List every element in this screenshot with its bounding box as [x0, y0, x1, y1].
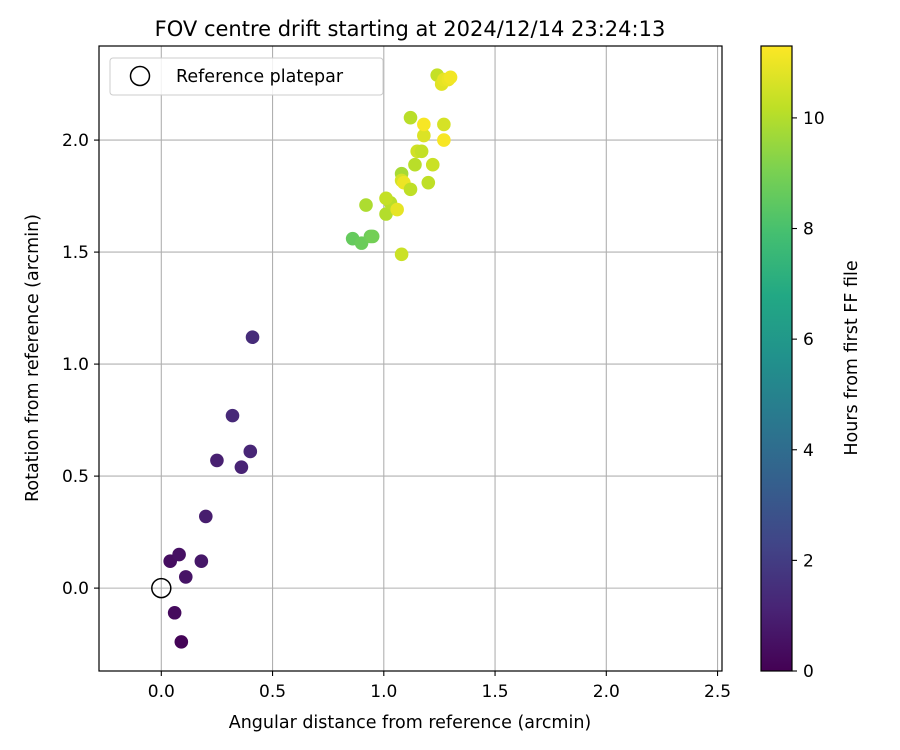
y-tick-label: 0.5	[62, 467, 89, 487]
y-tick-label: 1.0	[62, 355, 89, 375]
scatter-point	[243, 444, 258, 459]
colorbar-tick-label: 2	[803, 551, 814, 571]
scatter-point	[437, 133, 451, 147]
scatter-point	[178, 570, 193, 584]
scatter-point	[172, 547, 186, 562]
reference-marker	[151, 577, 172, 599]
scatter-point	[443, 70, 458, 85]
x-tick-label: 1.0	[370, 682, 397, 702]
data-points	[163, 68, 458, 649]
colorbar-tick-label: 8	[803, 220, 814, 240]
grid-lines	[99, 46, 722, 671]
scatter-point	[245, 330, 260, 345]
colorbar-tick-label: 0	[803, 662, 814, 682]
scatter-point	[359, 198, 373, 212]
scatter-point	[379, 191, 393, 206]
scatter-point	[390, 202, 404, 217]
y-tick-label: 0.0	[62, 579, 89, 599]
legend: Reference platepar	[109, 57, 384, 96]
scatter-point	[403, 182, 418, 197]
scatter-point	[174, 635, 189, 649]
colorbar: 0 2 4 6 8 10 Hours from first FF file	[760, 45, 862, 682]
scatter-point	[225, 408, 240, 423]
scatter-point	[425, 157, 440, 172]
y-axis-label: Rotation from reference (arcmin)	[23, 214, 43, 502]
x-axis-ticks: 0.0 0.5 1.0 1.5 2.0 2.5	[148, 671, 731, 702]
scatter-point	[414, 144, 429, 159]
y-tick-label: 2.0	[62, 131, 89, 151]
legend-marker-open-circle	[129, 65, 151, 87]
scatter-point	[417, 128, 431, 143]
legend-label: Reference platepar	[176, 67, 344, 87]
colorbar-ticks: 0 2 4 6 8 10	[792, 109, 825, 682]
x-tick-label: 2.0	[593, 682, 620, 702]
x-tick-label: 2.5	[704, 682, 731, 702]
x-tick-label: 0.5	[259, 682, 286, 702]
scatter-point	[199, 509, 213, 524]
scatter-point	[421, 175, 436, 190]
scatter-point	[394, 247, 409, 262]
colorbar-tick-label: 4	[803, 441, 814, 461]
colorbar-gradient	[760, 45, 793, 672]
y-axis-ticks: 0.0 0.5 1.0 1.5 2.0	[62, 131, 99, 599]
scatter-point	[194, 554, 209, 569]
scatter-point	[365, 229, 380, 244]
scatter-point	[417, 117, 431, 132]
scatter-point	[437, 117, 451, 132]
scatter-point	[210, 453, 224, 468]
y-tick-label: 1.5	[62, 243, 89, 263]
x-tick-label: 0.0	[148, 682, 175, 702]
chart-title: FOV centre drift starting at 2024/12/14 …	[155, 17, 666, 41]
scatter-point	[403, 110, 418, 125]
colorbar-tick-label: 6	[803, 330, 814, 350]
x-axis-label: Angular distance from reference (arcmin)	[229, 713, 592, 733]
legend-box	[109, 57, 384, 96]
scatter-point	[234, 460, 249, 474]
plot-area-frame	[98, 45, 723, 672]
x-tick-label: 1.5	[482, 682, 509, 702]
colorbar-label: Hours from first FF file	[842, 260, 862, 455]
colorbar-tick-label: 10	[803, 109, 825, 129]
scatter-point	[379, 207, 393, 221]
scatter-point	[408, 157, 422, 172]
scatter-point	[167, 605, 182, 620]
